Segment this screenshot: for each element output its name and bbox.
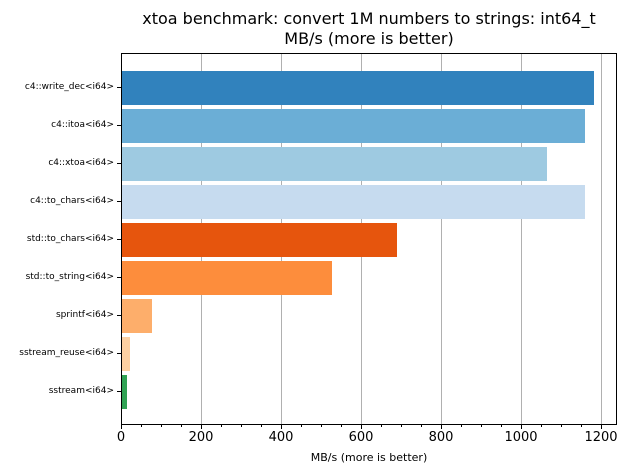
y-tick-label: c4::itoa<i64> bbox=[51, 120, 114, 130]
bar bbox=[122, 337, 130, 371]
x-tick-label: 400 bbox=[268, 430, 294, 445]
x-tick bbox=[601, 425, 602, 429]
x-minor-tick bbox=[161, 425, 162, 427]
y-tick bbox=[117, 87, 121, 88]
y-tick bbox=[117, 315, 121, 316]
x-tick bbox=[121, 425, 122, 429]
y-tick-label: c4::write_dec<i64> bbox=[24, 82, 114, 92]
bar bbox=[122, 185, 585, 219]
x-tick-label: 1200 bbox=[584, 430, 618, 445]
y-tick-label: std::to_chars<i64> bbox=[26, 234, 114, 244]
y-tick bbox=[117, 163, 121, 164]
x-minor-tick bbox=[461, 425, 462, 427]
x-axis-label: MB/s (more is better) bbox=[310, 451, 428, 464]
bar bbox=[122, 299, 153, 333]
y-tick bbox=[117, 239, 121, 240]
bar bbox=[122, 261, 332, 295]
gridline bbox=[601, 54, 602, 424]
gridline bbox=[441, 54, 442, 424]
chart-title: xtoa benchmark: convert 1M numbers to st… bbox=[142, 9, 596, 28]
x-tick-label: 600 bbox=[348, 430, 374, 445]
x-minor-tick bbox=[321, 425, 322, 427]
x-tick-label: 200 bbox=[188, 430, 214, 445]
x-tick-label: 0 bbox=[116, 430, 126, 445]
x-minor-tick bbox=[561, 425, 562, 427]
y-tick bbox=[117, 277, 121, 278]
y-tick-label: sstream_reuse<i64> bbox=[19, 348, 114, 358]
x-tick-label: 800 bbox=[428, 430, 454, 445]
y-tick-label: c4::to_chars<i64> bbox=[30, 196, 114, 206]
x-tick bbox=[521, 425, 522, 429]
y-tick bbox=[117, 125, 121, 126]
x-minor-tick bbox=[261, 425, 262, 427]
x-minor-tick bbox=[221, 425, 222, 427]
y-tick-label: std::to_string<i64> bbox=[25, 272, 114, 282]
y-tick-label: sstream<i64> bbox=[48, 386, 114, 396]
x-minor-tick bbox=[241, 425, 242, 427]
x-minor-tick bbox=[181, 425, 182, 427]
x-minor-tick bbox=[401, 425, 402, 427]
y-tick bbox=[117, 201, 121, 202]
x-tick-label: 1000 bbox=[504, 430, 538, 445]
bar bbox=[122, 375, 127, 409]
bar bbox=[122, 147, 547, 181]
x-minor-tick bbox=[581, 425, 582, 427]
x-minor-tick bbox=[381, 425, 382, 427]
y-tick-label: c4::xtoa<i64> bbox=[48, 158, 114, 168]
chart-subtitle: MB/s (more is better) bbox=[284, 29, 454, 48]
x-tick bbox=[201, 425, 202, 429]
x-tick bbox=[441, 425, 442, 429]
x-minor-tick bbox=[141, 425, 142, 427]
plot-area bbox=[121, 53, 617, 425]
bar bbox=[122, 223, 397, 257]
x-minor-tick bbox=[421, 425, 422, 427]
y-tick bbox=[117, 391, 121, 392]
gridline bbox=[521, 54, 522, 424]
bar bbox=[122, 109, 585, 143]
x-minor-tick bbox=[481, 425, 482, 427]
bar bbox=[122, 71, 594, 105]
x-tick bbox=[281, 425, 282, 429]
x-minor-tick bbox=[541, 425, 542, 427]
x-minor-tick bbox=[341, 425, 342, 427]
x-minor-tick bbox=[501, 425, 502, 427]
y-tick bbox=[117, 353, 121, 354]
x-minor-tick bbox=[301, 425, 302, 427]
x-tick bbox=[361, 425, 362, 429]
y-tick-label: sprintf<i64> bbox=[55, 310, 114, 320]
